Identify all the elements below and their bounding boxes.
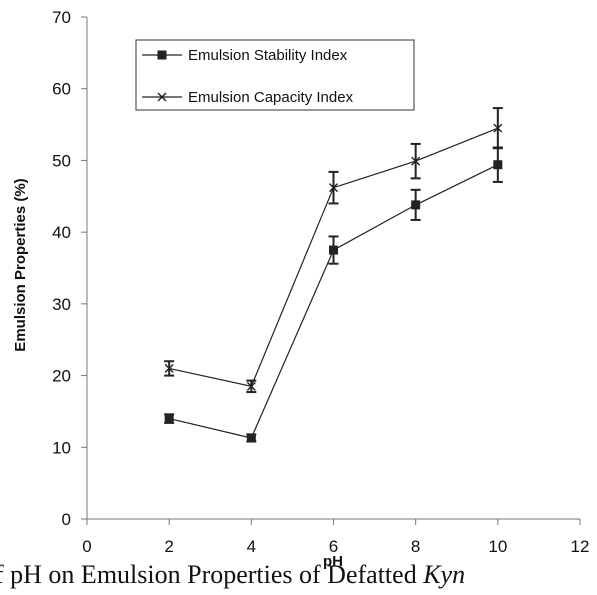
data-point — [246, 381, 256, 391]
figure-caption: of pH on Emulsion Properties of Defatted… — [0, 560, 597, 590]
data-point — [493, 123, 503, 133]
series-1 — [164, 146, 503, 443]
data-point — [411, 156, 421, 166]
data-point — [493, 160, 503, 170]
y-axis-title: Emulsion Properties (%) — [12, 178, 29, 351]
y-tick-label: 60 — [52, 80, 71, 99]
x-marker-stroke — [411, 156, 421, 166]
data-point — [411, 200, 421, 210]
x-marker-stroke — [164, 363, 174, 373]
legend-box — [135, 39, 415, 111]
series-layer — [164, 107, 503, 443]
x-marker-stroke — [329, 183, 338, 193]
data-point — [246, 433, 256, 443]
x-tick-label: 8 — [411, 537, 420, 556]
y-tick-label: 0 — [62, 510, 71, 529]
caption-text: of pH on Emulsion Properties of Defatted — [0, 560, 424, 589]
legend-marker — [157, 92, 167, 102]
x-axis-title: pH — [323, 553, 343, 570]
x-tick-label: 0 — [82, 537, 91, 556]
legend-label: Emulsion Stability Index — [188, 47, 348, 64]
legend: Emulsion Stability Index Emulsion Capacit… — [135, 39, 415, 111]
data-point — [329, 183, 338, 193]
x-tick-label: 10 — [488, 537, 507, 556]
data-point — [329, 245, 338, 255]
y-tick-label: 10 — [52, 438, 71, 457]
data-point — [164, 363, 174, 373]
caption-italic: Kyn — [423, 560, 466, 589]
x-marker-stroke — [157, 92, 167, 102]
x-tick-label: 6 — [329, 537, 338, 556]
y-tick-label: 30 — [52, 295, 71, 314]
x-tick-label: 4 — [247, 537, 256, 556]
y-tick-label: 50 — [52, 151, 71, 170]
series-2 — [164, 107, 503, 394]
axes: 0 10 20 30 40 50 60 70 0 2 4 6 8 10 12 — [52, 8, 589, 556]
legend-marker — [157, 50, 167, 60]
data-point — [164, 414, 174, 424]
series-line — [169, 164, 499, 439]
y-tick-label: 20 — [52, 367, 71, 386]
x-tick-label: 2 — [164, 537, 173, 556]
x-marker-stroke — [493, 123, 503, 133]
legend-label: Emulsion Capacity Index — [188, 89, 354, 106]
y-tick-label: 70 — [52, 8, 71, 27]
x-marker-stroke — [246, 381, 256, 391]
y-tick-label: 40 — [52, 223, 71, 242]
x-tick-label: 12 — [571, 537, 590, 556]
